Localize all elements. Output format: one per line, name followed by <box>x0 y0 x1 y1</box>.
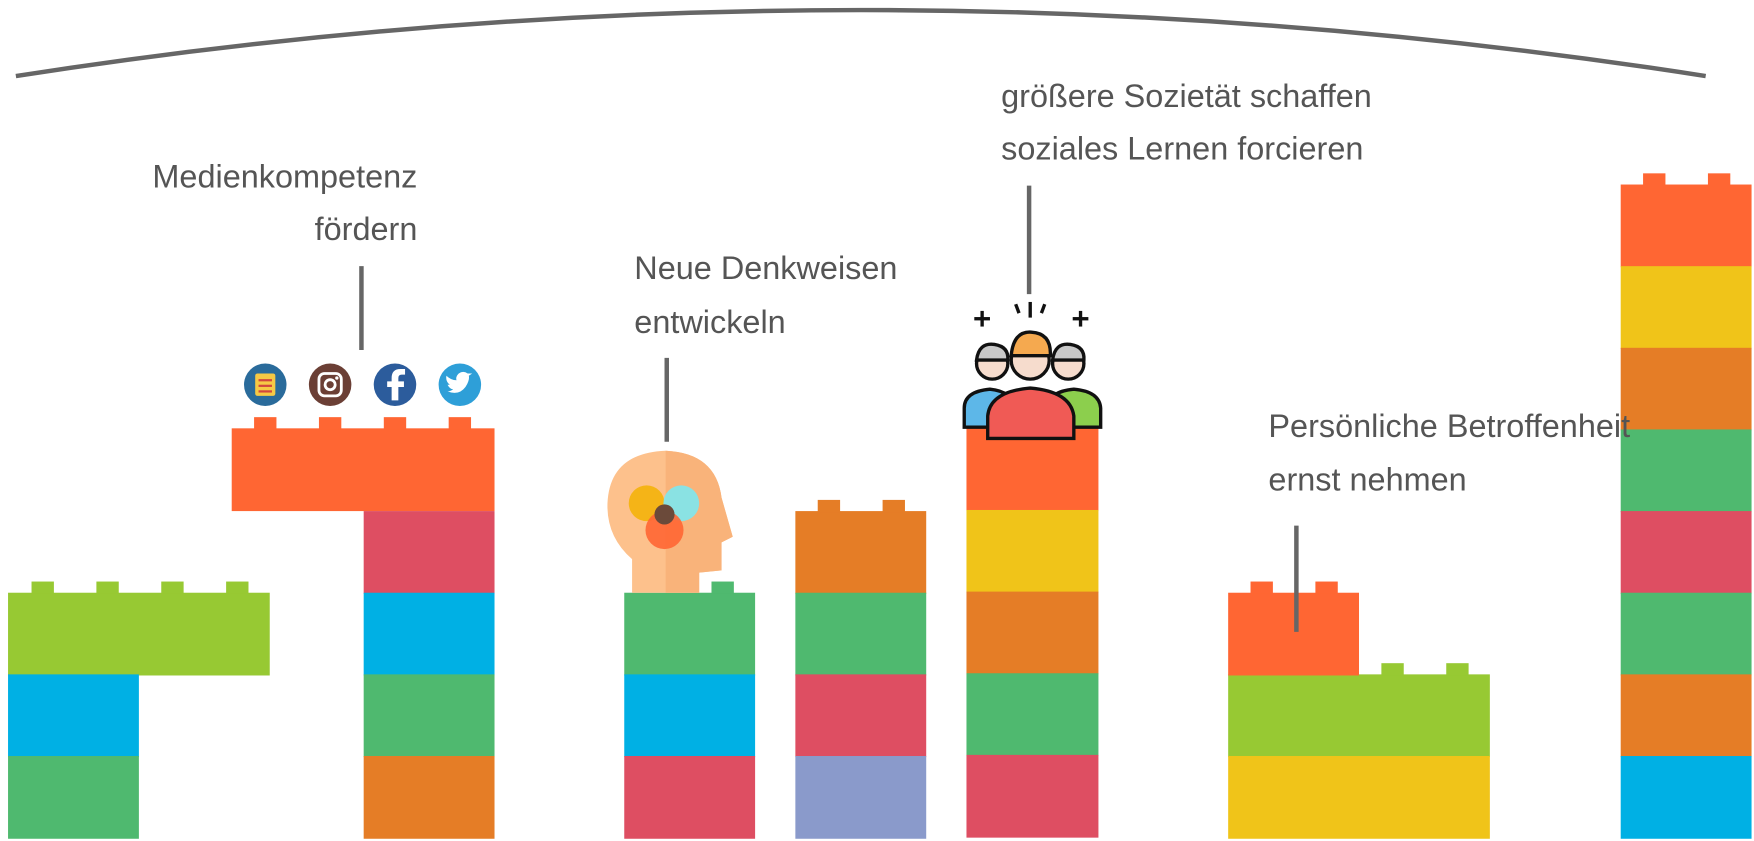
stud <box>96 582 118 594</box>
block <box>795 511 926 594</box>
stud <box>711 582 733 594</box>
stud <box>1446 663 1468 675</box>
stud <box>384 417 406 429</box>
label: Persönliche Betroffenheit <box>1268 408 1630 444</box>
block <box>624 756 755 839</box>
label: Medienkompetenz <box>152 158 417 194</box>
block <box>364 756 495 839</box>
block <box>1228 756 1490 839</box>
block <box>795 674 926 757</box>
stud <box>254 417 276 429</box>
label: soziales Lernen forcieren <box>1001 131 1363 167</box>
stud <box>32 582 54 594</box>
block <box>1621 756 1752 839</box>
block <box>364 593 495 676</box>
block <box>624 593 755 676</box>
social-icons <box>244 363 481 405</box>
head-icon <box>607 451 732 593</box>
infographic: Medienkompetenz fördern Neue Denkweisen … <box>0 0 1754 841</box>
block <box>8 674 139 757</box>
stud <box>1315 582 1337 594</box>
block <box>1621 511 1752 594</box>
block <box>8 756 139 839</box>
block <box>1621 185 1752 268</box>
stud <box>818 500 840 512</box>
block <box>966 510 1098 593</box>
block <box>1228 674 1490 757</box>
block <box>364 674 495 757</box>
stud <box>1251 582 1273 594</box>
stud <box>226 582 248 594</box>
stud <box>449 417 471 429</box>
block <box>624 674 755 757</box>
block <box>1621 266 1752 349</box>
block <box>1621 429 1752 512</box>
stud <box>161 582 183 594</box>
stud <box>1381 663 1403 675</box>
label: größere Sozietät schaffen <box>1001 78 1372 114</box>
stud <box>1708 173 1730 185</box>
block <box>966 673 1098 756</box>
label: fördern <box>315 211 418 247</box>
block <box>966 592 1098 675</box>
block <box>1228 593 1359 676</box>
block <box>364 511 495 594</box>
block <box>1621 593 1752 676</box>
stud <box>319 417 341 429</box>
label: Neue Denkweisen <box>634 250 897 286</box>
people-icon <box>964 302 1100 438</box>
stud <box>883 500 905 512</box>
arc <box>16 10 1706 76</box>
label: ernst nehmen <box>1268 462 1466 498</box>
block <box>8 593 270 676</box>
block <box>1621 348 1752 431</box>
block <box>966 428 1098 511</box>
block <box>966 755 1098 838</box>
block <box>795 756 926 839</box>
block <box>795 593 926 676</box>
block <box>232 428 495 511</box>
label: entwickeln <box>634 304 785 340</box>
instagram-icon <box>309 363 351 405</box>
block <box>1621 674 1752 757</box>
stud <box>1643 173 1665 185</box>
